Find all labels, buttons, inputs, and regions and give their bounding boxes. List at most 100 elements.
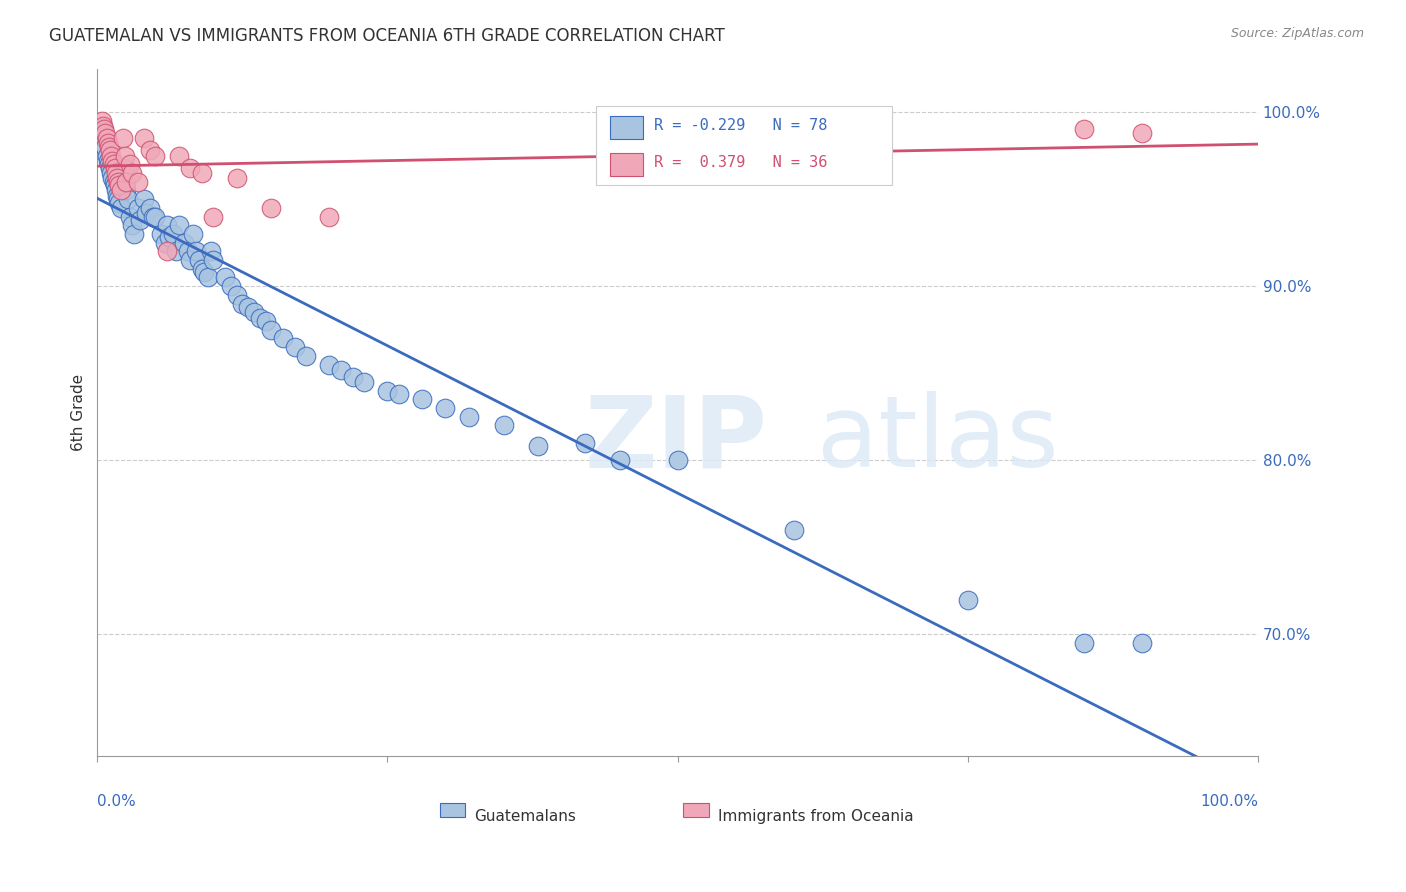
Y-axis label: 6th Grade: 6th Grade — [72, 374, 86, 451]
Point — [94, 126, 117, 140]
Point — [97, 157, 120, 171]
Point — [165, 244, 187, 259]
Point — [191, 166, 214, 180]
Point — [115, 183, 138, 197]
Point — [219, 279, 242, 293]
Point — [271, 331, 294, 345]
Text: 100.0%: 100.0% — [1199, 794, 1258, 809]
Point — [167, 148, 190, 162]
Point — [101, 171, 124, 186]
Point — [353, 375, 375, 389]
Point — [127, 175, 149, 189]
Point — [103, 175, 125, 189]
Point — [225, 171, 247, 186]
Point — [249, 310, 271, 325]
Point — [121, 218, 143, 232]
Point — [138, 144, 160, 158]
Point — [108, 178, 131, 193]
Point — [98, 161, 121, 175]
Point — [98, 144, 121, 158]
Text: Guatemalans: Guatemalans — [474, 808, 576, 823]
FancyBboxPatch shape — [596, 106, 893, 186]
Point — [104, 166, 127, 180]
Point — [1073, 636, 1095, 650]
Point — [377, 384, 399, 398]
Text: ZIP: ZIP — [585, 392, 768, 489]
Point — [100, 148, 122, 162]
Text: R =  0.379   N = 36: R = 0.379 N = 36 — [654, 155, 828, 170]
Point — [108, 195, 131, 210]
Point — [105, 188, 128, 202]
Point — [200, 244, 222, 259]
Point — [114, 161, 136, 175]
Point — [91, 122, 114, 136]
Point — [156, 218, 179, 232]
Point — [666, 453, 689, 467]
Point — [434, 401, 457, 415]
Point — [574, 435, 596, 450]
Bar — [440, 803, 465, 817]
Bar — [610, 116, 643, 139]
Point — [111, 131, 134, 145]
Point — [145, 148, 167, 162]
Point — [101, 153, 124, 168]
Point — [193, 265, 215, 279]
Point — [214, 270, 236, 285]
Point — [132, 131, 155, 145]
Point — [254, 314, 277, 328]
Bar — [610, 153, 643, 177]
Point — [105, 171, 128, 186]
Point — [156, 244, 179, 259]
Point — [956, 592, 979, 607]
Point — [115, 175, 138, 189]
Point — [145, 210, 167, 224]
Point — [97, 153, 120, 168]
Point — [492, 418, 515, 433]
Point — [1130, 636, 1153, 650]
Point — [388, 387, 411, 401]
Point — [411, 392, 433, 407]
Point — [197, 270, 219, 285]
Point — [96, 131, 118, 145]
Point — [295, 349, 318, 363]
Point — [1130, 126, 1153, 140]
Point — [231, 296, 253, 310]
Point — [457, 409, 479, 424]
Point — [225, 288, 247, 302]
Point — [260, 201, 283, 215]
Point — [110, 183, 132, 197]
Point — [179, 161, 201, 175]
Point — [142, 210, 165, 224]
Point — [191, 261, 214, 276]
Point — [124, 227, 146, 241]
Point — [91, 113, 114, 128]
Point — [104, 161, 127, 175]
Point — [93, 131, 115, 145]
Point — [118, 210, 141, 224]
Point — [114, 148, 136, 162]
Point — [177, 244, 200, 259]
Point — [330, 363, 353, 377]
Point — [238, 300, 260, 314]
Point — [342, 369, 364, 384]
Point — [107, 175, 129, 189]
Point — [1073, 122, 1095, 136]
Point — [243, 305, 266, 319]
Point — [93, 122, 115, 136]
Text: atlas: atlas — [817, 392, 1059, 489]
Point — [117, 192, 139, 206]
Point — [527, 439, 550, 453]
Text: Immigrants from Oceania: Immigrants from Oceania — [718, 808, 914, 823]
Point — [150, 227, 173, 241]
Point — [132, 192, 155, 206]
Point — [260, 323, 283, 337]
Point — [167, 218, 190, 232]
Text: R = -0.229   N = 78: R = -0.229 N = 78 — [654, 118, 828, 133]
Point — [104, 178, 127, 193]
Point — [97, 140, 120, 154]
Point — [96, 148, 118, 162]
Point — [318, 358, 340, 372]
Point — [173, 235, 195, 250]
Point — [179, 253, 201, 268]
Text: GUATEMALAN VS IMMIGRANTS FROM OCEANIA 6TH GRADE CORRELATION CHART: GUATEMALAN VS IMMIGRANTS FROM OCEANIA 6T… — [49, 27, 725, 45]
